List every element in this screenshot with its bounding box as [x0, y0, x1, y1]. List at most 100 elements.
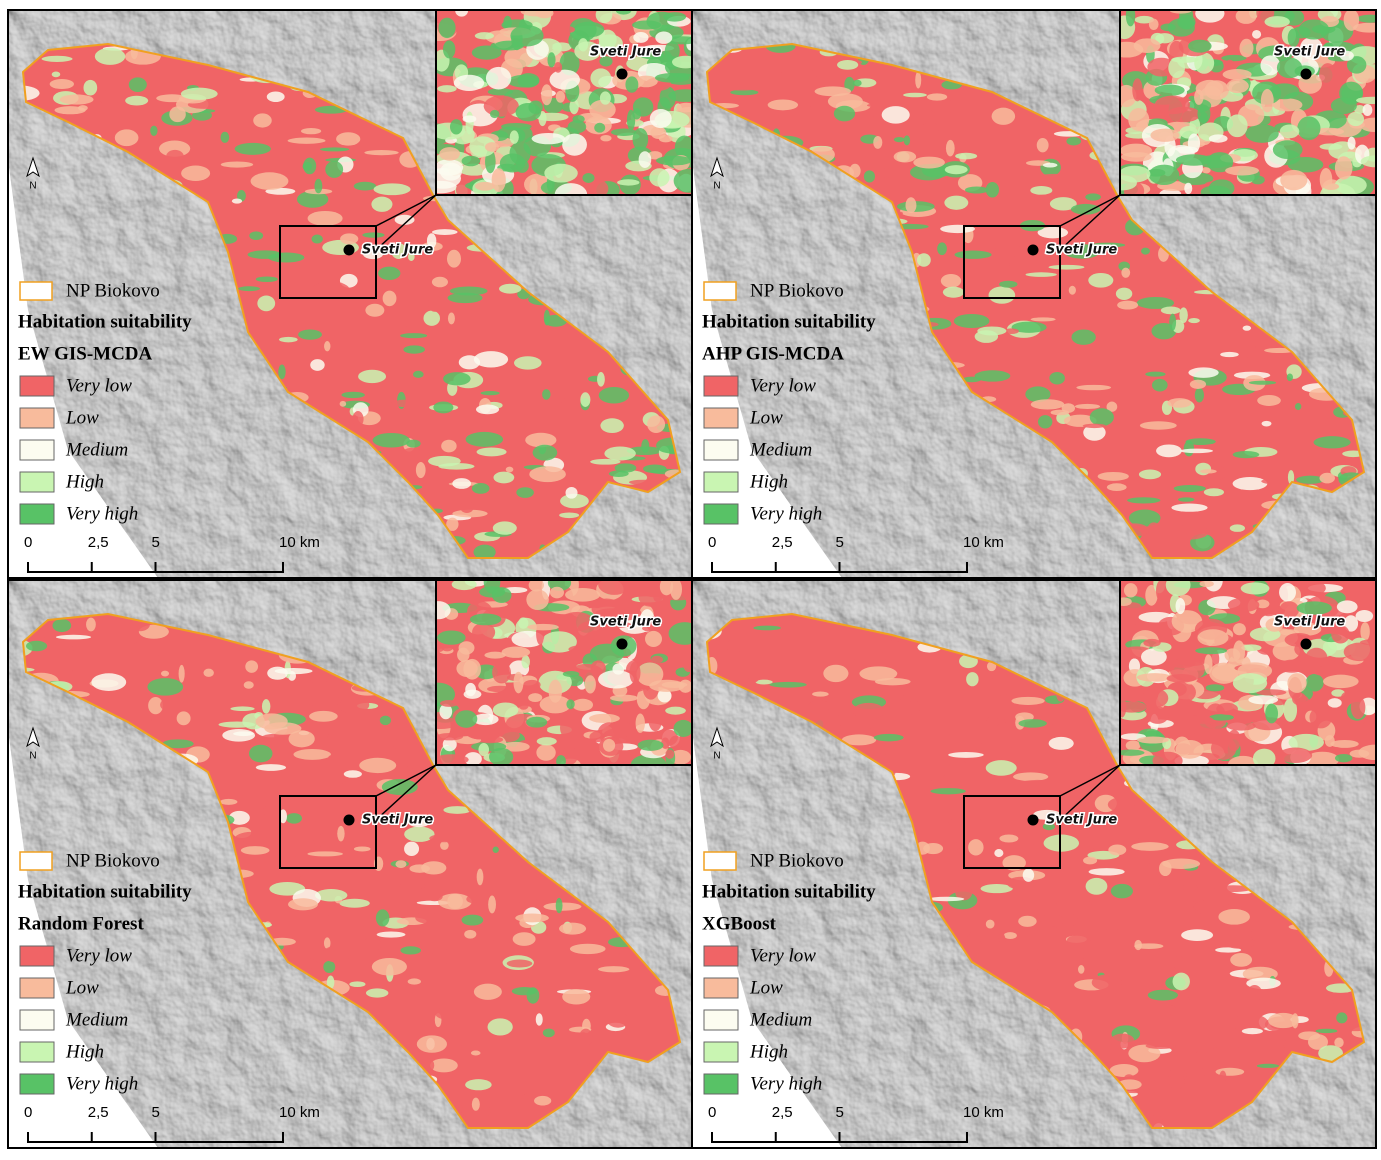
inset-patch: [589, 731, 605, 743]
inset-patch: [1204, 654, 1213, 675]
raster-patch: [1071, 329, 1096, 345]
inset-patch: [1142, 688, 1169, 708]
inset-patch: [1169, 657, 1205, 682]
raster-patch: [1232, 477, 1268, 491]
inset-patch: [1368, 656, 1376, 677]
inset-patch: [439, 674, 459, 685]
raster-patch: [240, 846, 270, 855]
inset-patch: [436, 754, 469, 765]
legend-swatch: [703, 945, 739, 967]
raster-patch: [371, 957, 407, 976]
raster-patch: [1022, 868, 1035, 882]
north-label: N: [713, 181, 720, 192]
legend-swatch: [19, 851, 53, 871]
legend-label: Very high: [66, 503, 138, 524]
raster-patch: [408, 252, 415, 261]
legend-swatch: [19, 407, 55, 429]
raster-patch: [1222, 893, 1230, 909]
place-point: [343, 244, 355, 256]
raster-patch: [1090, 242, 1126, 248]
raster-patch: [515, 1037, 548, 1042]
raster-patch: [473, 983, 502, 1000]
raster-patch: [346, 923, 365, 929]
inset-patch: [669, 735, 683, 750]
raster-patch: [1232, 450, 1260, 459]
legend-label: Medium: [65, 439, 128, 460]
inset-patch: [1283, 698, 1298, 722]
inset-patch: [596, 34, 623, 53]
inset-patch: [665, 749, 675, 759]
raster-patch: [1147, 989, 1178, 1001]
raster-patch: [852, 79, 862, 87]
raster-patch: [975, 742, 1012, 754]
raster-patch: [597, 371, 605, 387]
raster-patch: [873, 733, 904, 742]
raster-patch: [980, 884, 1013, 894]
raster-patch: [396, 172, 421, 182]
inset-patch: [549, 586, 565, 599]
raster-patch: [893, 136, 905, 143]
raster-patch: [945, 139, 955, 157]
raster-patch: [929, 98, 956, 115]
inset-patch: [486, 685, 513, 693]
legend-title: Habitation suitability: [18, 881, 192, 902]
raster-patch: [1036, 137, 1049, 153]
inset-patch: [1362, 103, 1373, 116]
raster-patch: [730, 89, 759, 96]
raster-patch: [406, 791, 435, 798]
inset-patch: [1260, 88, 1274, 113]
raster-patch: [559, 512, 580, 519]
inset-patch: [439, 703, 453, 720]
raster-patch: [415, 912, 439, 924]
raster-patch: [647, 415, 666, 434]
inset-patch: [1278, 659, 1305, 673]
inset-patch: [1208, 134, 1228, 143]
legend-swatch: [19, 471, 55, 493]
inset-patch: [1184, 714, 1217, 735]
raster-patch: [1169, 313, 1177, 331]
inset-patch: [449, 119, 463, 135]
raster-patch: [1313, 436, 1351, 449]
inset-patch: [1133, 38, 1161, 53]
raster-patch: [614, 463, 637, 473]
inset-patch: [1155, 33, 1175, 44]
raster-patch: [1048, 264, 1085, 270]
raster-patch: [253, 113, 272, 128]
inset-patch: [1238, 710, 1270, 718]
inset-patch: [511, 630, 545, 648]
raster-patch: [466, 895, 480, 904]
raster-patch: [433, 401, 454, 414]
inset-patch: [1298, 19, 1330, 40]
raster-patch: [305, 695, 342, 707]
raster-patch: [339, 898, 370, 908]
inset-patch: [1265, 703, 1279, 724]
raster-patch: [181, 165, 211, 181]
raster-patch: [407, 978, 421, 985]
raster-patch: [1287, 470, 1295, 485]
inset-patch: [523, 679, 541, 690]
raster-patch: [930, 759, 966, 765]
inset-patch: [469, 136, 497, 157]
raster-patch: [1082, 423, 1106, 429]
inset-patch: [650, 126, 667, 139]
raster-patch: [487, 1018, 513, 1036]
raster-patch: [59, 94, 94, 105]
raster-patch: [1025, 272, 1057, 277]
inset-patch: [668, 622, 692, 645]
raster-patch: [310, 359, 325, 371]
inset-patch: [1331, 689, 1345, 697]
raster-patch: [441, 439, 457, 453]
inset-patch: [648, 708, 663, 732]
inset-patch: [1287, 157, 1324, 173]
raster-patch: [1065, 298, 1085, 307]
raster-patch: [357, 805, 371, 819]
place-point: [1300, 638, 1312, 650]
raster-patch: [1002, 855, 1026, 871]
raster-patch: [1050, 409, 1070, 416]
raster-patch: [312, 281, 350, 299]
raster-patch: [1282, 1039, 1294, 1049]
raster-patch: [1318, 1045, 1343, 1062]
north-arrow: [710, 726, 724, 748]
raster-patch: [459, 501, 474, 513]
raster-patch: [219, 798, 238, 805]
